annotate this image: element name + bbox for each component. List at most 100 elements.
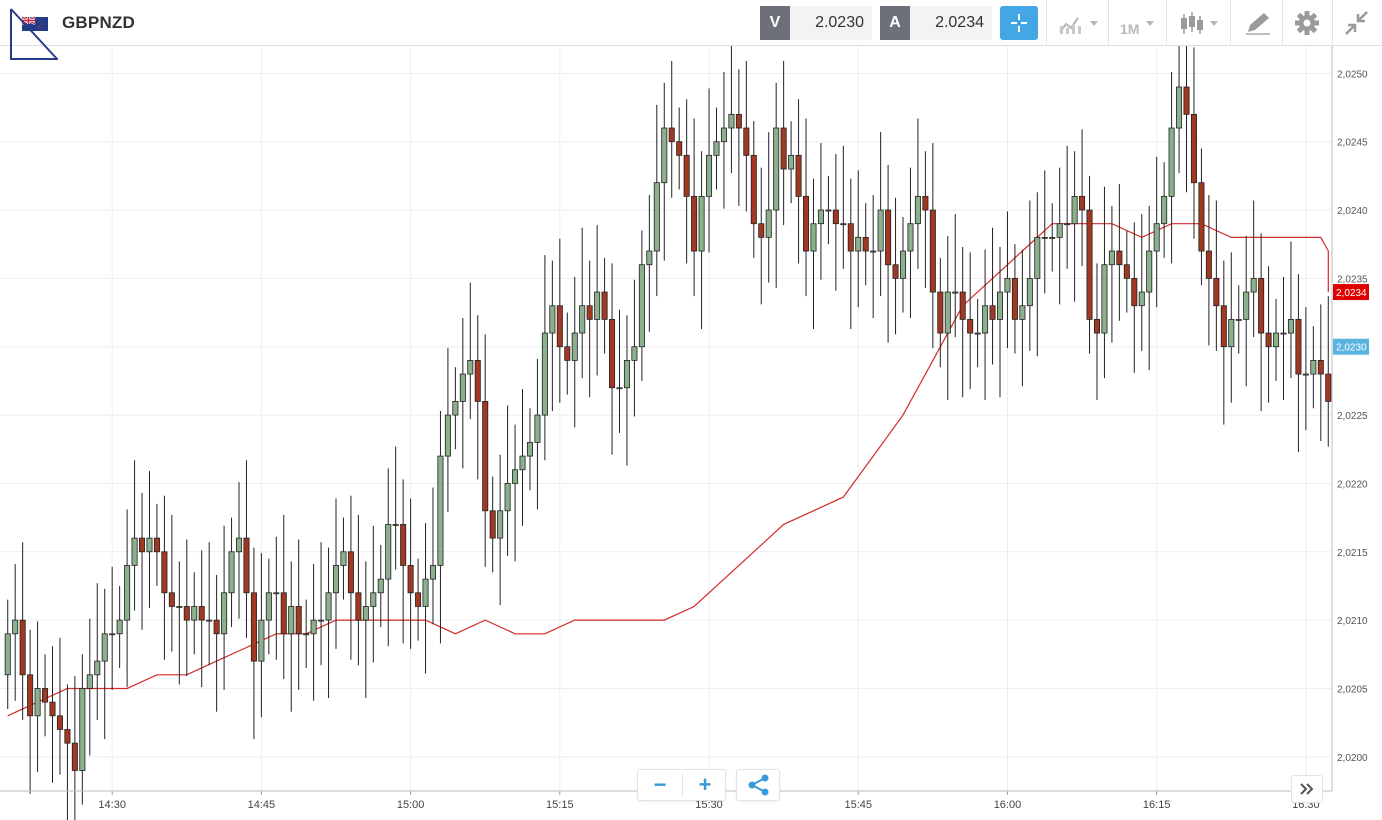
candle-up bbox=[1273, 332, 1280, 348]
candle-up bbox=[1228, 318, 1235, 348]
candle-up bbox=[1049, 236, 1056, 239]
candle-down bbox=[1116, 250, 1123, 266]
candle-style-button[interactable] bbox=[1172, 6, 1228, 40]
candle-down bbox=[885, 209, 892, 266]
candle-down bbox=[1295, 318, 1302, 375]
candle-up bbox=[526, 442, 533, 457]
candle-up bbox=[907, 223, 914, 252]
bid-price-tag bbox=[1333, 338, 1369, 355]
candle-up bbox=[877, 209, 884, 252]
timeframe-button[interactable]: 1M bbox=[1112, 6, 1162, 40]
candle-down bbox=[556, 305, 563, 348]
sell-label[interactable]: V bbox=[760, 6, 790, 40]
candle-down bbox=[758, 223, 765, 238]
candle-down bbox=[959, 291, 966, 320]
candle-down bbox=[1131, 277, 1138, 307]
x-tick-label: 15:00 bbox=[397, 799, 425, 811]
buy-label[interactable]: A bbox=[880, 6, 910, 40]
crosshair-button[interactable] bbox=[1000, 6, 1038, 40]
settings-button[interactable] bbox=[1290, 6, 1326, 40]
share-button[interactable] bbox=[736, 769, 780, 801]
y-tick-label: 2,0205 bbox=[1337, 684, 1368, 695]
candle-down bbox=[482, 401, 489, 512]
candle-down bbox=[474, 360, 481, 402]
candle-up bbox=[512, 469, 519, 484]
x-tick-label: 16:15 bbox=[1143, 799, 1171, 811]
candle-up bbox=[1034, 236, 1041, 279]
candle-up bbox=[362, 606, 369, 621]
toolbar-divider bbox=[1046, 0, 1047, 46]
candle-down bbox=[922, 195, 929, 211]
price-chart[interactable]: 2,0200 2,0205 2,0210 2,0215 2,0220 2,0225 2,02… bbox=[0, 46, 1382, 820]
candle-up bbox=[452, 401, 459, 416]
zoom-in-button[interactable]: + bbox=[698, 772, 712, 797]
candle-up bbox=[385, 524, 392, 580]
candle-down bbox=[168, 592, 175, 607]
candle-down bbox=[1123, 264, 1130, 279]
candle-up bbox=[638, 264, 645, 348]
candle-up bbox=[235, 537, 243, 553]
candle-up bbox=[146, 537, 153, 553]
candle-down bbox=[847, 223, 854, 252]
candle-down bbox=[929, 209, 936, 293]
candle-up bbox=[952, 291, 959, 294]
moving-average-line bbox=[7, 223, 1329, 717]
candle-down bbox=[795, 154, 802, 197]
candle-down bbox=[415, 592, 422, 607]
candle-down bbox=[586, 305, 593, 320]
scroll-right-button[interactable] bbox=[1291, 775, 1323, 803]
candle-up bbox=[265, 592, 272, 621]
candle-up bbox=[1004, 277, 1011, 293]
crosshair-icon bbox=[1011, 14, 1027, 32]
candle-down bbox=[937, 291, 944, 334]
sell-price[interactable]: 2.0230 bbox=[790, 6, 872, 40]
candle-down bbox=[1093, 318, 1101, 334]
candle-up bbox=[855, 236, 862, 252]
candle-down bbox=[489, 510, 496, 539]
candle-up bbox=[1168, 127, 1175, 197]
candle-up bbox=[944, 291, 951, 334]
candle-down bbox=[892, 264, 899, 279]
candle-up bbox=[840, 223, 847, 226]
candle-down bbox=[735, 113, 742, 129]
candle-up bbox=[900, 250, 907, 279]
candle-up bbox=[914, 195, 921, 225]
candle-up bbox=[325, 592, 332, 621]
candle-up bbox=[825, 209, 832, 212]
candle-up bbox=[623, 360, 630, 389]
candle-up bbox=[1287, 318, 1294, 334]
candle-up bbox=[661, 127, 668, 184]
candle-down bbox=[1220, 305, 1227, 348]
candle-up bbox=[1026, 277, 1033, 307]
candle-up bbox=[706, 154, 713, 197]
chart-area[interactable]: 2,0200 2,0205 2,0210 2,0215 2,0220 2,0225 2,02… bbox=[0, 46, 1382, 820]
candle-down bbox=[1317, 360, 1324, 375]
buy-price[interactable]: 2.0234 bbox=[910, 6, 992, 40]
candle-down bbox=[355, 592, 362, 621]
draw-tools-button[interactable] bbox=[1240, 6, 1278, 40]
candle-up bbox=[549, 305, 556, 334]
candle-up bbox=[1280, 332, 1287, 335]
candle-up bbox=[773, 127, 780, 211]
candle-down bbox=[280, 592, 287, 635]
collapse-button[interactable] bbox=[1338, 6, 1376, 40]
ask-price-tag-label: 2,0234 bbox=[1336, 288, 1367, 299]
candle-up bbox=[377, 578, 384, 594]
candle-down bbox=[803, 195, 810, 252]
chart-type-button[interactable] bbox=[1054, 6, 1104, 40]
candle-down bbox=[862, 236, 869, 252]
zoom-out-button[interactable]: − bbox=[653, 772, 667, 797]
candle-up bbox=[1108, 250, 1115, 266]
candle-down bbox=[64, 729, 71, 744]
candle-up bbox=[720, 127, 727, 143]
candle-down bbox=[1011, 277, 1018, 320]
candle-up bbox=[519, 455, 526, 471]
candle-down bbox=[601, 291, 608, 320]
candle-down bbox=[1086, 209, 1093, 320]
x-tick-label: 15:15 bbox=[546, 799, 574, 811]
bid-price-tag-label: 2,0230 bbox=[1336, 343, 1367, 354]
candle-up bbox=[1101, 264, 1108, 334]
y-tick-label: 2,0220 bbox=[1337, 479, 1368, 490]
candle-up bbox=[631, 346, 638, 361]
candle-down bbox=[400, 524, 407, 566]
